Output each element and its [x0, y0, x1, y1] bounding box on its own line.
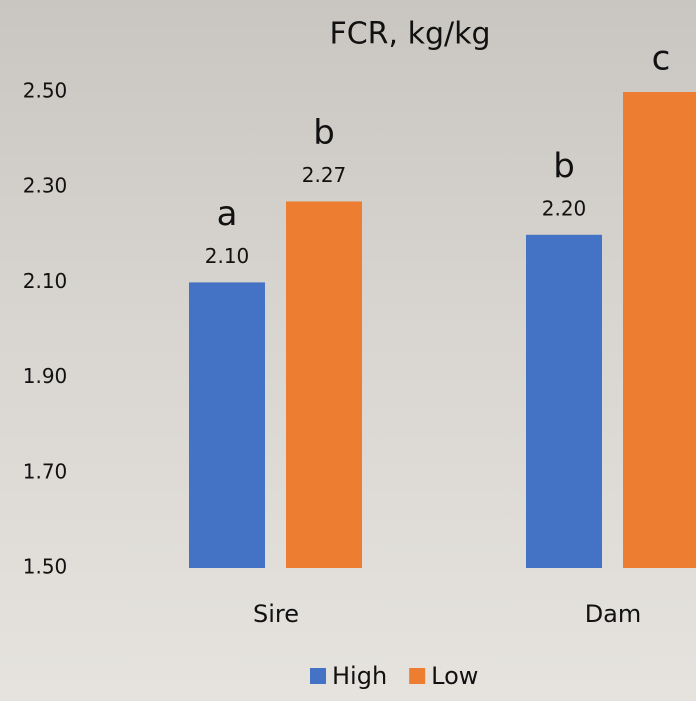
y-tick-label: 2.50 — [23, 79, 68, 103]
y-tick-label: 1.70 — [23, 459, 68, 483]
value-label: 2.20 — [542, 196, 587, 220]
bar — [286, 201, 362, 568]
value-label: 2.10 — [205, 244, 250, 268]
significance-letter: a — [217, 194, 238, 234]
chart: FCR, kg/kg 1.50 1.70 1.90 2.10 2.30 2.50 Sire 2… — [0, 0, 696, 701]
bar — [623, 92, 696, 568]
legend-swatch — [409, 668, 425, 684]
significance-letter: c — [652, 39, 671, 79]
bar — [526, 235, 602, 568]
significance-letter: b — [553, 146, 575, 186]
y-tick-label: 2.30 — [23, 174, 68, 198]
y-tick-label: 1.50 — [23, 555, 68, 579]
y-tick-label: 1.90 — [23, 364, 68, 388]
significance-letter: b — [313, 113, 335, 153]
value-label: 2.27 — [302, 163, 347, 187]
x-tick-label: Dam — [585, 600, 642, 628]
legend-label: High — [332, 662, 387, 690]
bar — [189, 282, 265, 568]
y-tick-label: 2.10 — [23, 269, 68, 293]
x-tick-label: Sire — [253, 600, 299, 628]
legend-label: Low — [431, 662, 478, 690]
chart-title: FCR, kg/kg — [329, 17, 490, 52]
legend-swatch — [310, 668, 326, 684]
